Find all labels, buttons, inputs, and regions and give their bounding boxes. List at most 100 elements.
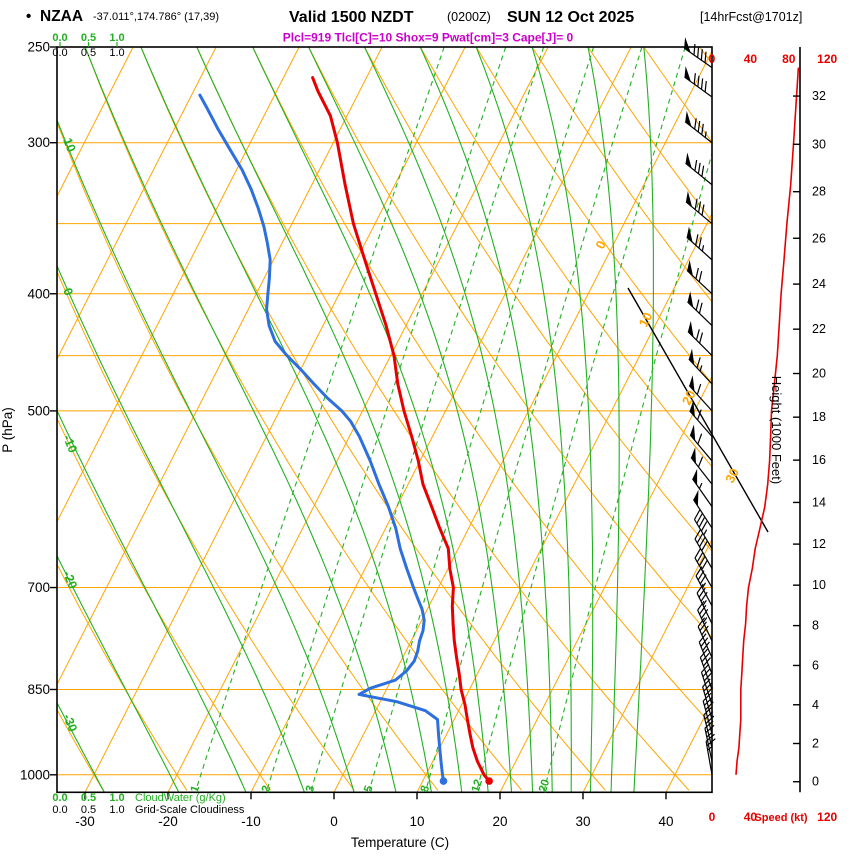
isotherm-line xyxy=(84,47,466,793)
wind-barb-flag xyxy=(688,348,695,365)
height-tick-label: 4 xyxy=(812,698,819,712)
cloudwater-scale-top: 0.0 xyxy=(52,32,67,44)
speed-tick-label-bottom: 40 xyxy=(744,810,758,824)
temperature-tick-label: 20 xyxy=(492,814,507,829)
wind-barb-feather xyxy=(703,706,713,716)
temperature-tick-label: 10 xyxy=(409,814,424,829)
moist-adiabat-line xyxy=(196,47,463,793)
wind-barb-flag xyxy=(685,190,693,207)
isotherm-line xyxy=(333,50,712,793)
dry-adiabat-line xyxy=(252,47,712,727)
wind-barb-feather xyxy=(694,198,698,210)
wind-barb-staff xyxy=(683,47,713,69)
valid-zulu: (0200Z) xyxy=(447,10,491,24)
dry-adiabat-line xyxy=(419,47,712,468)
wind-barb-feather xyxy=(701,540,708,552)
isotherm-label-guide-line xyxy=(627,287,769,533)
wind-barb-feather xyxy=(704,51,707,63)
height-tick-label: 10 xyxy=(812,578,826,592)
wind-barb-half xyxy=(702,617,708,623)
wind-barb-half xyxy=(698,482,703,489)
dewpoint-surface-dot xyxy=(439,777,448,785)
moist-adiabat-line xyxy=(587,47,620,793)
height-tick-label: 24 xyxy=(812,277,826,291)
wind-barb-staff xyxy=(694,557,713,588)
isotherm-line xyxy=(57,47,300,523)
wind-barb-flag xyxy=(689,400,695,417)
temperature-tick-label: 40 xyxy=(658,814,673,829)
dewpoint-curve xyxy=(198,93,445,783)
wind-barb-staff xyxy=(696,592,713,625)
wind-barb-feather xyxy=(696,357,701,369)
height-tick-label: 8 xyxy=(812,619,819,633)
wind-barb-feather xyxy=(700,521,708,532)
moist-adiabat-value-label: 0 xyxy=(60,286,76,298)
wind-barb-staff xyxy=(700,672,713,705)
dry-adiabat-line xyxy=(57,121,439,791)
temperature-surface-dot xyxy=(485,777,493,785)
moist-adiabat-line xyxy=(57,264,305,793)
wind-speed-curve xyxy=(735,67,800,775)
wind-barb-feather xyxy=(696,383,702,395)
dry-adiabat-line xyxy=(57,417,271,791)
wind-barb-staff xyxy=(704,728,713,762)
wind-barb-feather xyxy=(693,73,696,85)
cloudwater-scale-top: 1.0 xyxy=(109,32,124,44)
isotherm-line xyxy=(57,47,134,198)
temperature-tick-label: 0 xyxy=(330,814,338,829)
mixing-ratio-value-label: 20 xyxy=(537,778,552,794)
wind-barb-flag xyxy=(685,110,692,127)
moist-adiabat-line xyxy=(84,47,397,793)
wind-barb-flag xyxy=(693,489,699,507)
wind-barb-half xyxy=(701,582,707,589)
wind-barb-feather xyxy=(700,637,709,647)
isotherm-line xyxy=(57,47,383,686)
wind-barb-feather xyxy=(695,329,700,341)
isotherm-line xyxy=(499,375,712,793)
pressure-tick-label: 1000 xyxy=(20,767,50,782)
wind-barb-staff xyxy=(698,642,713,675)
wind-barb-staff xyxy=(689,434,713,462)
isotherm-line xyxy=(167,47,549,793)
mixing-ratio-line xyxy=(476,47,686,791)
wind-barb-half xyxy=(699,365,703,372)
wind-barb-staff xyxy=(699,657,713,690)
mixing-ratio-value-label: 5 xyxy=(362,784,376,794)
moist-adiabat-value-label: -20 xyxy=(60,569,80,591)
moist-adiabat-line xyxy=(531,47,594,793)
mixing-ratio-value-label: 2 xyxy=(260,784,273,794)
valid-date: SUN 12 Oct 2025 xyxy=(507,9,634,26)
height-axis-title: Height (1000 Feet) xyxy=(769,376,784,484)
wind-barb-flag xyxy=(685,152,692,169)
wind-barb-feather xyxy=(701,123,704,135)
wind-barb-feather xyxy=(699,604,707,615)
dry-adiabat-line xyxy=(84,47,522,791)
wind-barb-feather xyxy=(696,513,703,524)
moist-adiabat-line xyxy=(308,47,513,793)
moist-adiabat-value-label: -30 xyxy=(60,712,80,734)
pressure-axis-title: P (hPa) xyxy=(0,407,15,453)
cloudiness-scale-bottom: 0.0 xyxy=(52,804,67,816)
wind-barb-feather xyxy=(700,49,703,61)
wind-barb-flag xyxy=(690,424,696,442)
wind-barb-feather xyxy=(697,120,701,133)
dry-adiabat-line xyxy=(57,563,188,791)
speed-tick-label-top: 0 xyxy=(709,52,716,66)
temperature-tick-label: -10 xyxy=(241,814,261,829)
wind-barb-flag xyxy=(686,226,693,243)
height-tick-label: 22 xyxy=(812,322,826,336)
wind-barb-feather xyxy=(696,552,704,563)
height-tick-label: 14 xyxy=(812,495,826,509)
cloudwater-scale-bottom: 0.0 xyxy=(52,792,67,804)
wind-barb-staff xyxy=(687,301,713,327)
wind-barb-feather xyxy=(693,43,696,56)
mixing-ratio-value-label: 1 xyxy=(189,784,203,794)
sounding-indices: Plcl=919 Tlcl[C]=10 Shox=9 Pwat[cm]=3 Ca… xyxy=(283,31,574,45)
wind-barb-staff xyxy=(692,478,713,507)
speed-tick-label-top: 40 xyxy=(744,52,758,66)
mixing-ratio-line xyxy=(425,47,643,791)
moist-adiabat-value-label: -10 xyxy=(60,433,80,455)
moist-adiabat-line xyxy=(57,118,355,793)
height-tick-label: 2 xyxy=(812,737,819,751)
dry-adiabat-line xyxy=(475,47,712,385)
